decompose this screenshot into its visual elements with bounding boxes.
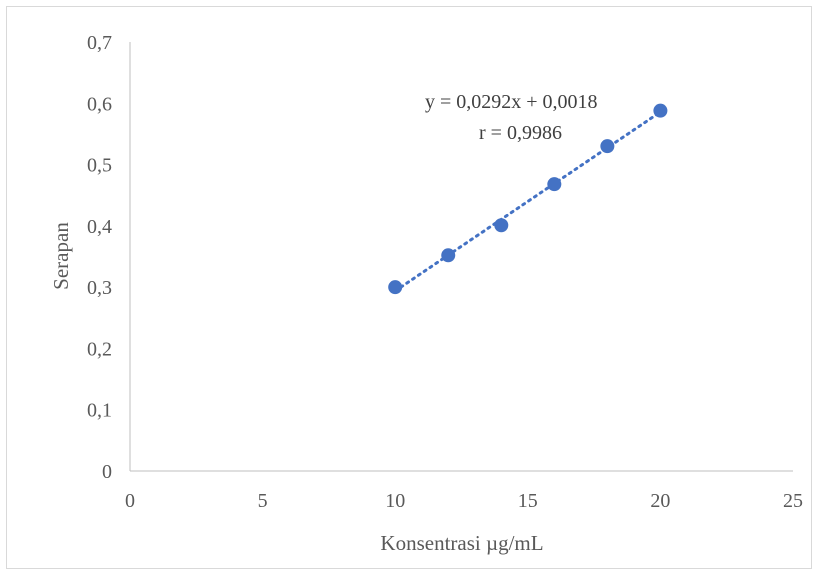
- x-axis-title: Konsentrasi µg/mL: [380, 531, 543, 555]
- x-tick-label: 25: [783, 490, 803, 512]
- y-tick-label: 0,7: [87, 32, 112, 54]
- trendline-layer: [393, 110, 662, 293]
- x-tick-label: 10: [385, 490, 405, 512]
- y-axis-title: Serapan: [49, 222, 73, 290]
- correlation-coefficient: r = 0,9986: [479, 122, 562, 144]
- x-tick-label: 15: [518, 490, 538, 512]
- x-tick-label: 0: [125, 490, 135, 512]
- data-point: [547, 177, 562, 192]
- y-tick-label: 0,3: [87, 277, 112, 299]
- trendline-equation: y = 0,0292x + 0,0018: [425, 91, 598, 113]
- y-tick-label: 0,5: [87, 155, 112, 177]
- x-tick-label: 5: [258, 490, 268, 512]
- axes: [129, 42, 793, 472]
- y-tick-label: 0,6: [87, 93, 112, 115]
- y-tick-label: 0,2: [87, 338, 112, 360]
- data-point: [653, 103, 668, 118]
- y-tick-label: 0: [102, 461, 112, 483]
- trendline: [393, 110, 662, 293]
- chart-text: y = 0,0292x + 0,0018 r = 0,9986 Konsentr…: [49, 91, 598, 555]
- data-point: [494, 218, 509, 233]
- data-point: [600, 139, 615, 154]
- chart-frame: [6, 6, 812, 569]
- data-points: [388, 103, 668, 295]
- data-point: [441, 248, 456, 263]
- y-tick-label: 0,4: [87, 216, 112, 238]
- tick-labels: 0 5 10 15 20 25 0 0,1 0,2 0,3 0,4 0,5 0,6 0,7: [87, 32, 803, 512]
- x-tick-label: 20: [650, 490, 670, 512]
- data-point: [388, 280, 403, 295]
- y-tick-label: 0,1: [87, 400, 112, 422]
